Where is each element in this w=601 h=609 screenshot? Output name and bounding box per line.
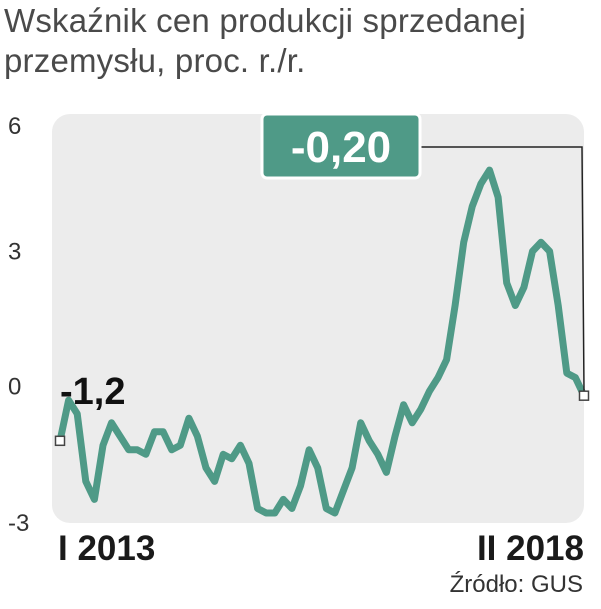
data-point <box>298 483 304 489</box>
data-point <box>426 388 432 394</box>
data-point <box>315 465 321 471</box>
data-point <box>117 433 123 439</box>
data-point <box>512 302 518 308</box>
data-point <box>564 370 570 376</box>
data-point <box>306 447 312 453</box>
data-point <box>220 451 226 457</box>
data-point <box>418 406 424 412</box>
end-point-marker <box>578 390 590 401</box>
data-point <box>572 375 578 381</box>
chart-title-line-2: przemysłu, proc. r./r. <box>4 42 306 79</box>
data-point <box>529 248 535 254</box>
data-point <box>186 415 192 421</box>
data-point <box>392 433 398 439</box>
data-point <box>452 302 458 308</box>
data-point <box>521 284 527 290</box>
data-point <box>538 239 544 245</box>
y-tick-label: 6 <box>8 113 21 140</box>
chart-title-line-1: Wskaźnik cen produkcji sprzedanej <box>4 2 526 39</box>
data-point <box>332 510 338 516</box>
data-point <box>280 496 286 502</box>
data-point <box>237 442 243 448</box>
data-point <box>109 420 115 426</box>
data-point <box>229 456 235 462</box>
data-point <box>461 239 467 245</box>
data-point <box>340 487 346 493</box>
x-axis-ticks: I 2013 II 2018 <box>58 529 584 568</box>
callout-leader-line <box>420 146 585 391</box>
data-point <box>478 181 484 187</box>
data-point <box>547 248 553 254</box>
data-point <box>151 429 157 435</box>
y-tick-label: 3 <box>8 238 21 265</box>
end-value-callout-label: -0,20 <box>291 123 391 172</box>
data-point <box>203 465 209 471</box>
data-point <box>555 302 561 308</box>
data-point <box>134 447 140 453</box>
x-tick-label-end: II 2018 <box>477 529 584 568</box>
series-line <box>56 166 588 517</box>
data-point <box>504 280 510 286</box>
data-point <box>366 438 372 444</box>
source-note: Źródło: GUS <box>449 571 583 598</box>
data-point <box>255 505 261 511</box>
data-point <box>323 505 329 511</box>
data-point <box>495 194 501 200</box>
data-point <box>212 478 218 484</box>
x-tick-label-start: I 2013 <box>58 529 155 568</box>
data-point <box>100 442 106 448</box>
data-point <box>444 357 450 363</box>
data-point <box>383 469 389 475</box>
data-point <box>83 478 89 484</box>
data-point <box>263 510 269 516</box>
data-point <box>194 433 200 439</box>
y-tick-label: 0 <box>8 374 21 401</box>
data-point <box>487 167 493 173</box>
data-point <box>358 420 364 426</box>
data-point <box>409 420 415 426</box>
data-point <box>435 375 441 381</box>
data-point <box>272 510 278 516</box>
data-point <box>349 465 355 471</box>
data-point <box>177 442 183 448</box>
data-point <box>160 429 166 435</box>
data-point <box>469 203 475 209</box>
data-point <box>91 496 97 502</box>
data-point <box>289 505 295 511</box>
data-point <box>169 447 175 453</box>
start-value-label: -1,2 <box>60 371 125 413</box>
y-axis-ticks: 6 3 0 -3 <box>8 113 29 537</box>
end-value-callout-box <box>260 112 422 180</box>
y-tick-label: -3 <box>8 510 29 537</box>
data-point <box>143 451 149 457</box>
start-point-marker <box>54 435 66 447</box>
data-point <box>401 402 407 408</box>
data-point <box>126 447 132 453</box>
data-point <box>375 451 381 457</box>
data-point <box>246 460 252 466</box>
